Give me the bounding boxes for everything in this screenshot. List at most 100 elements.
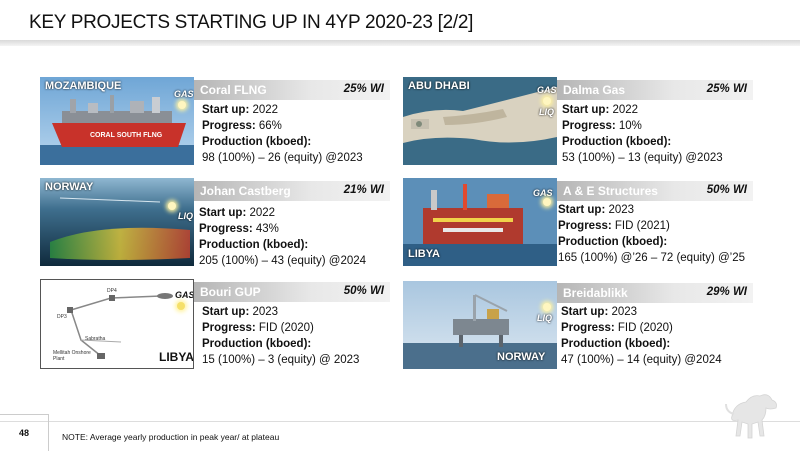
progress-value: FID (2021) bbox=[614, 220, 670, 232]
progress-value: 10% bbox=[618, 120, 642, 132]
flng-vessel-photo: MOZAMBIQUE GAS CORAL SOUTH FLNG bbox=[40, 77, 194, 165]
start-up-label: Start up: bbox=[561, 306, 609, 318]
production-value: 15 (100%) – 3 (equity) @ 2023 bbox=[202, 354, 360, 366]
production-value: 47 (100%) – 14 (equity) @2024 bbox=[561, 354, 722, 366]
gas-tag: GAS bbox=[175, 290, 194, 300]
project-details: Start up: 2022 Progress: 10% Production … bbox=[562, 102, 723, 166]
project-name: Breidablikk bbox=[563, 286, 628, 300]
progress-label: Progress: bbox=[561, 322, 615, 334]
production-value: 165 (100%) @’26 – 72 (equity) @’25 bbox=[558, 252, 746, 264]
project-card-johan-castberg: NORWAY LIQ Johan Castberg 21% WI Start u… bbox=[40, 178, 390, 269]
working-interest: 21% WI bbox=[343, 184, 384, 196]
project-title-bar: Breidablikk 29% WI bbox=[557, 283, 753, 303]
footnote: NOTE: Average yearly production in peak … bbox=[62, 432, 280, 442]
production-label: Production (kboed): bbox=[202, 338, 312, 350]
working-interest: 50% WI bbox=[706, 184, 747, 196]
project-name: Dalma Gas bbox=[563, 83, 626, 97]
progress-label: Progress: bbox=[562, 120, 616, 132]
start-up-label: Start up: bbox=[562, 104, 610, 116]
map-label-sabratha: Sabratha bbox=[85, 336, 106, 342]
project-details: Start up: 2023 Progress: FID (2020) Prod… bbox=[202, 304, 359, 368]
project-card-bouri-gup: DP3 DP4 Sabratha Mellitah Onshore Plant … bbox=[40, 279, 390, 369]
platform-at-sea-photo: LIQ NORWAY bbox=[403, 281, 557, 369]
country-label: LIBYA bbox=[408, 248, 440, 260]
project-card-ae-structures: GAS LIBYA A & E Structures 50% WI Start … bbox=[403, 178, 753, 266]
project-name: Coral FLNG bbox=[200, 83, 267, 97]
project-title-bar: A & E Structures 50% WI bbox=[557, 181, 753, 201]
page-title: KEY PROJECTS STARTING UP IN 4YP 2020-23 … bbox=[29, 12, 474, 33]
progress-label: Progress: bbox=[558, 220, 612, 232]
project-title-bar: Dalma Gas 25% WI bbox=[557, 80, 753, 100]
start-up-value: 2022 bbox=[249, 207, 276, 219]
island-aerial-photo: ABU DHABI GAS LIQ bbox=[403, 77, 557, 165]
country-label: NORWAY bbox=[497, 351, 546, 363]
liq-tag: LIQ bbox=[537, 313, 552, 323]
island-aerial-image bbox=[403, 77, 557, 165]
pipeline-schematic-image bbox=[67, 293, 173, 359]
country-label: ABU DHABI bbox=[408, 80, 470, 92]
gas-tag: GAS bbox=[537, 85, 557, 95]
progress-value: FID (2020) bbox=[617, 322, 673, 334]
map-label-mellitah: Mellitah Onshore Plant bbox=[53, 350, 91, 362]
country-label: NORWAY bbox=[45, 181, 94, 193]
project-name: A & E Structures bbox=[563, 184, 658, 198]
progress-value: FID (2020) bbox=[258, 322, 314, 334]
production-label: Production (kboed): bbox=[202, 136, 312, 148]
platform-at-sea-image bbox=[403, 281, 557, 369]
production-label: Production (kboed): bbox=[199, 239, 309, 251]
marker-dot-icon bbox=[178, 101, 186, 109]
production-label: Production (kboed): bbox=[562, 136, 672, 148]
gas-tag: GAS bbox=[533, 188, 553, 198]
country-label: LIBYA bbox=[159, 350, 194, 364]
start-up-label: Start up: bbox=[199, 207, 247, 219]
project-name: Johan Castberg bbox=[200, 184, 291, 198]
start-up-label: Start up: bbox=[202, 306, 250, 318]
marker-dot-icon bbox=[543, 303, 551, 311]
working-interest: 25% WI bbox=[706, 83, 747, 95]
bouri-schematic-map: DP3 DP4 Sabratha Mellitah Onshore Plant … bbox=[40, 279, 194, 369]
production-value: 205 (100%) – 43 (equity) @2024 bbox=[199, 255, 367, 267]
footer-divider bbox=[0, 421, 800, 422]
progress-value: 66% bbox=[258, 120, 282, 132]
subsea-field-render: NORWAY LIQ bbox=[40, 178, 194, 266]
progress-label: Progress: bbox=[202, 322, 256, 334]
project-title-bar: Johan Castberg 21% WI bbox=[194, 181, 390, 201]
project-details: Start up: 2022 Progress: 66% Production … bbox=[202, 102, 363, 166]
project-details: Start up: 2022 Progress: 43% Production … bbox=[199, 205, 366, 269]
marker-dot-icon bbox=[543, 97, 551, 105]
start-up-label: Start up: bbox=[558, 204, 606, 216]
marker-dot-icon bbox=[168, 202, 176, 210]
project-card-dalma-gas: ABU DHABI GAS LIQ Dalma Gas 25% WI Start… bbox=[403, 77, 753, 165]
project-card-breidablikk: LIQ NORWAY Breidablikk 29% WI Start up: … bbox=[403, 281, 753, 369]
country-label: MOZAMBIQUE bbox=[45, 80, 122, 92]
marker-dot-icon bbox=[543, 198, 551, 206]
start-up-value: 2023 bbox=[252, 306, 279, 318]
start-up-label: Start up: bbox=[202, 104, 250, 116]
working-interest: 29% WI bbox=[706, 286, 747, 298]
page-number: 48 bbox=[19, 428, 30, 438]
offshore-platform-image bbox=[403, 178, 557, 266]
project-details: Start up: 2023 Progress: FID (2021) Prod… bbox=[558, 202, 745, 266]
production-label: Production (kboed): bbox=[558, 236, 668, 248]
gas-tag: GAS bbox=[174, 89, 194, 99]
page-number-box bbox=[0, 414, 49, 451]
flng-vessel-image bbox=[40, 77, 194, 165]
working-interest: 25% WI bbox=[343, 83, 384, 95]
production-value: 98 (100%) – 26 (equity) @2023 bbox=[202, 152, 363, 164]
subsea-field-image bbox=[40, 178, 194, 266]
offshore-platform-photo: GAS LIBYA bbox=[403, 178, 557, 266]
project-details: Start up: 2023 Progress: FID (2020) Prod… bbox=[561, 304, 722, 368]
project-card-coral-flng: MOZAMBIQUE GAS CORAL SOUTH FLNG Coral FL… bbox=[40, 77, 390, 165]
liq-tag: LIQ bbox=[539, 107, 554, 117]
project-title-bar: Coral FLNG 25% WI bbox=[194, 80, 390, 100]
start-up-value: 2023 bbox=[611, 306, 638, 318]
progress-label: Progress: bbox=[202, 120, 256, 132]
map-label-dp3: DP3 bbox=[57, 314, 67, 320]
liq-tag: LIQ bbox=[178, 211, 193, 221]
project-name: Bouri GUP bbox=[200, 285, 261, 299]
production-value: 53 (100%) – 13 (equity) @2023 bbox=[562, 152, 723, 164]
production-label: Production (kboed): bbox=[561, 338, 671, 350]
project-title-bar: Bouri GUP 50% WI bbox=[194, 282, 390, 302]
start-up-value: 2023 bbox=[608, 204, 635, 216]
start-up-value: 2022 bbox=[612, 104, 639, 116]
